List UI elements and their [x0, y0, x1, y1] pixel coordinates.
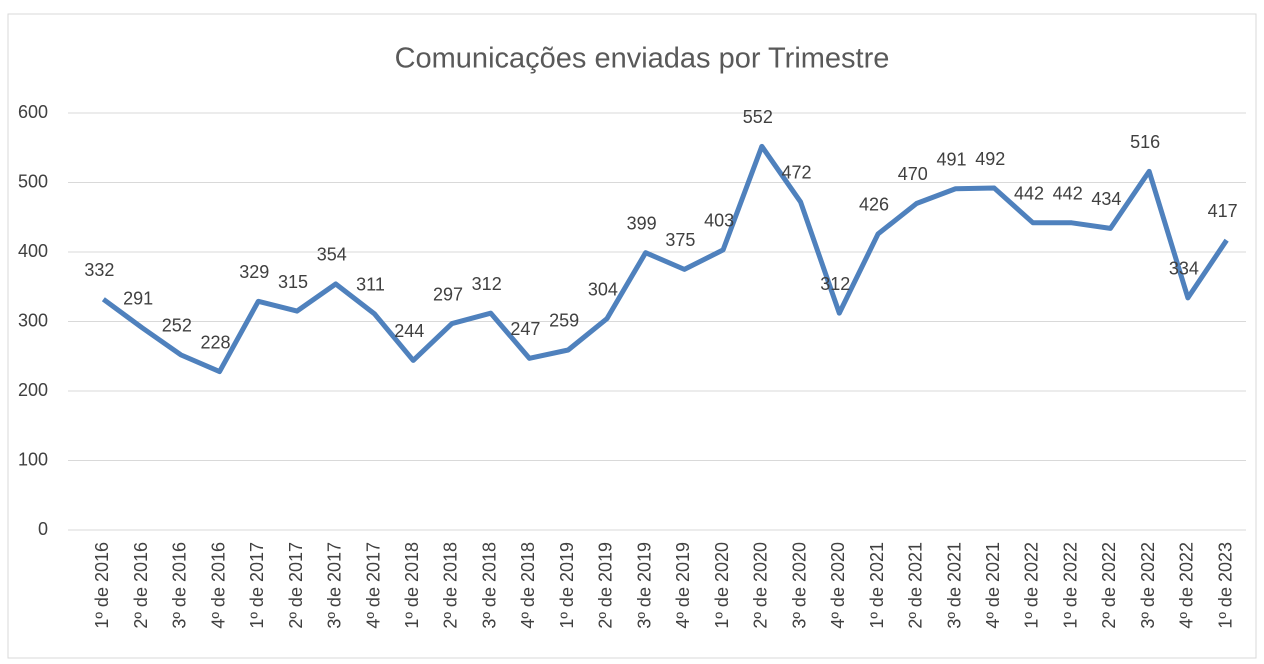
data-label: 332 [84, 260, 114, 280]
x-tick-label: 4º de 2018 [518, 542, 538, 629]
y-tick-label: 300 [18, 310, 48, 330]
x-tick-label: 2º de 2022 [1099, 542, 1119, 629]
data-label: 442 [1014, 184, 1044, 204]
data-label: 354 [317, 245, 347, 265]
data-label: 312 [472, 274, 502, 294]
x-tick-label: 4º de 2022 [1177, 542, 1197, 629]
data-label: 375 [665, 230, 695, 250]
x-tick-label: 4º de 2016 [208, 542, 228, 629]
x-tick-label: 1º de 2023 [1215, 542, 1235, 629]
x-tick-label: 4º de 2017 [363, 542, 383, 629]
data-label: 470 [898, 164, 928, 184]
data-label: 252 [162, 316, 192, 336]
data-label: 434 [1091, 189, 1121, 209]
x-tick-label: 3º de 2021 [944, 542, 964, 629]
x-tick-label: 2º de 2019 [596, 542, 616, 629]
x-tick-label: 1º de 2022 [1060, 542, 1080, 629]
x-tick-label: 2º de 2016 [131, 542, 151, 629]
x-tick-label: 2º de 2017 [286, 542, 306, 629]
data-label: 315 [278, 272, 308, 292]
x-tick-label: 2º de 2021 [906, 542, 926, 629]
x-tick-label: 1º de 2021 [867, 542, 887, 629]
x-tick-label: 3º de 2017 [325, 542, 345, 629]
data-label: 492 [975, 149, 1005, 169]
x-tick-label: 1º de 2019 [557, 542, 577, 629]
x-tick-label: 1º de 2018 [402, 542, 422, 629]
x-tick-label: 3º de 2019 [634, 542, 654, 629]
x-tick-label: 1º de 2022 [1022, 542, 1042, 629]
data-label: 334 [1169, 259, 1199, 279]
y-tick-label: 100 [18, 449, 48, 469]
x-tick-label: 2º de 2020 [751, 542, 771, 629]
chart-border [7, 13, 1257, 659]
data-label: 426 [859, 195, 889, 215]
data-label: 311 [356, 275, 385, 295]
data-label: 244 [394, 321, 424, 341]
x-tick-label: 4º de 2021 [983, 542, 1003, 629]
line-series [101, 143, 1229, 375]
y-tick-label: 400 [18, 241, 48, 261]
x-tick-label: 3º de 2016 [170, 542, 190, 629]
data-label: 312 [820, 274, 850, 294]
y-tick-label: 500 [18, 171, 48, 191]
x-tick-label: 2º de 2018 [441, 542, 461, 629]
data-label: 259 [549, 311, 579, 331]
chart-title: Comunicações enviadas por Trimestre [395, 43, 890, 75]
data-label: 491 [936, 150, 966, 170]
x-tick-label: 4º de 2020 [828, 542, 848, 629]
x-tick-label: 4º de 2019 [673, 542, 693, 629]
data-label: 403 [704, 211, 734, 231]
data-label: 329 [239, 262, 269, 282]
data-label: 417 [1208, 201, 1238, 221]
data-label: 472 [782, 163, 812, 183]
data-label: 399 [627, 213, 657, 233]
y-tick-label: 0 [38, 519, 48, 539]
data-label: 442 [1053, 184, 1083, 204]
x-tick-label: 1º de 2016 [92, 542, 112, 629]
data-label: 297 [433, 284, 463, 304]
data-label: 247 [510, 319, 540, 339]
data-label: 228 [201, 332, 231, 352]
x-tick-label: 1º de 2017 [247, 542, 267, 629]
x-tick-label: 3º de 2018 [479, 542, 499, 629]
y-tick-label: 600 [18, 102, 48, 122]
data-label: 291 [123, 289, 153, 309]
data-label: 552 [743, 107, 773, 127]
x-tick-label: 3º de 2022 [1138, 542, 1158, 629]
data-label: 516 [1130, 132, 1160, 152]
x-tick-label: 1º de 2020 [712, 542, 732, 629]
y-tick-label: 200 [18, 380, 48, 400]
data-label: 304 [588, 279, 618, 299]
x-tick-label: 3º de 2020 [789, 542, 809, 629]
